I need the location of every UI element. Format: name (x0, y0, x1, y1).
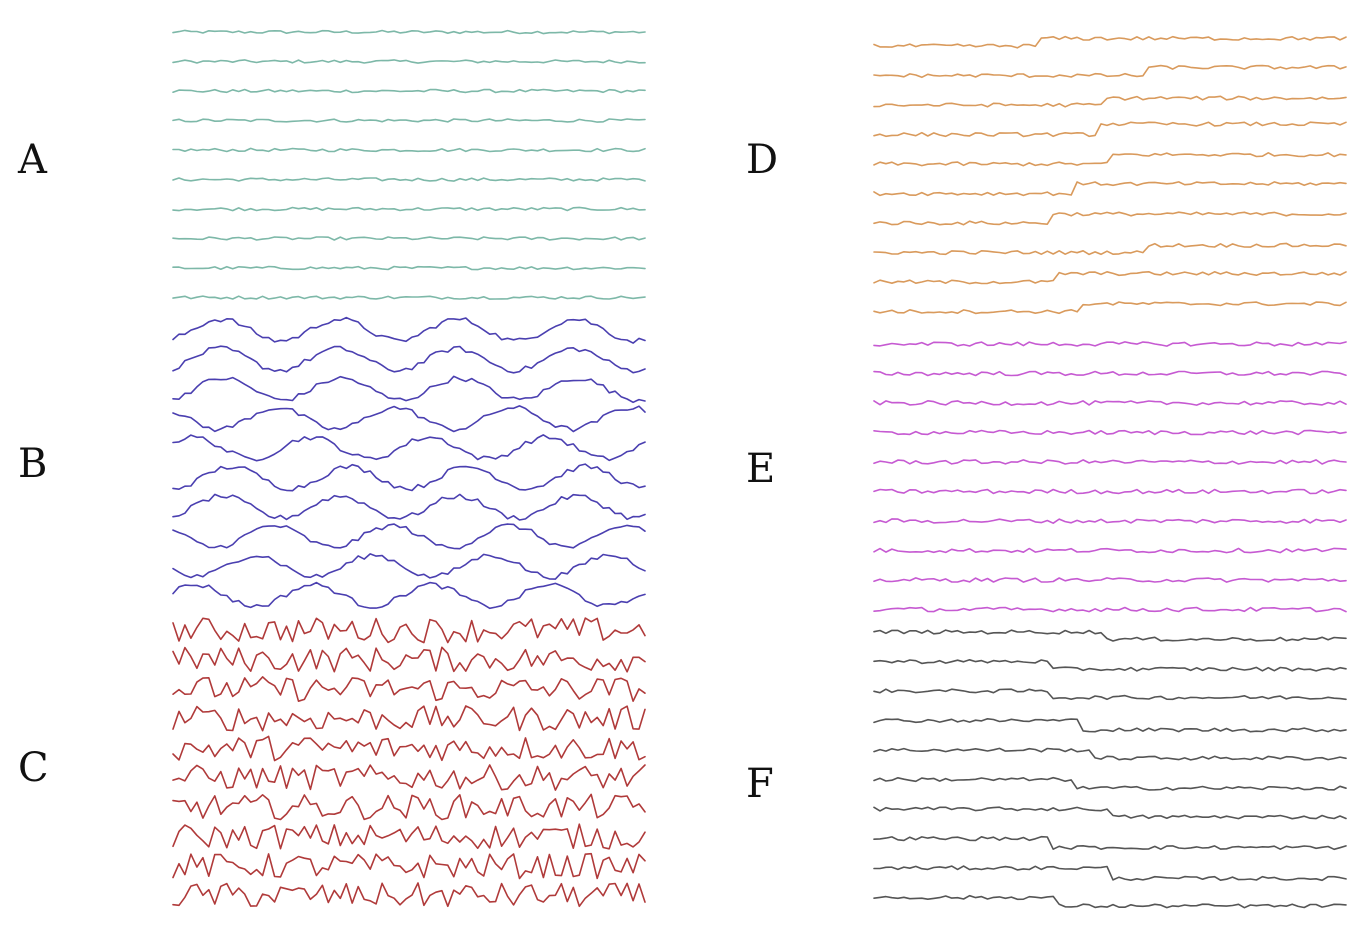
trace-a-5 (172, 147, 646, 153)
trace-c-7 (172, 793, 646, 821)
trace-f-9 (873, 865, 1347, 882)
trace-f-1 (873, 629, 1347, 642)
trace-a-3 (172, 88, 646, 94)
panel-label-e: E (746, 446, 775, 492)
trace-c-4 (172, 705, 646, 732)
trace-a-2 (172, 59, 646, 64)
trace-f-8 (873, 835, 1347, 851)
trace-e-7 (873, 518, 1347, 525)
panel-label-a: A (17, 137, 48, 183)
trace-a-7 (172, 206, 646, 212)
trace-b-4 (172, 405, 646, 433)
trace-b-10 (172, 581, 646, 610)
trace-d-4 (873, 121, 1347, 138)
trace-f-3 (873, 688, 1347, 701)
trace-e-3 (873, 399, 1347, 407)
trace-c-10 (172, 882, 646, 908)
trace-c-2 (172, 646, 646, 673)
trace-e-8 (873, 547, 1347, 554)
trace-f-10 (873, 894, 1347, 909)
trace-e-6 (873, 488, 1347, 495)
trace-c-1 (172, 617, 646, 644)
trace-f-7 (873, 806, 1347, 820)
trace-a-6 (172, 177, 646, 182)
trace-d-8 (873, 242, 1347, 256)
trace-e-1 (873, 341, 1347, 347)
trace-c-3 (172, 676, 646, 703)
trace-f-6 (873, 776, 1347, 791)
panel-label-d: D (746, 137, 778, 183)
trace-b-9 (172, 553, 646, 580)
trace-d-10 (873, 301, 1347, 315)
trace-d-7 (873, 211, 1347, 226)
trace-d-2 (873, 64, 1347, 79)
trace-e-4 (873, 429, 1347, 436)
trace-c-5 (172, 735, 646, 762)
trace-d-9 (873, 270, 1347, 285)
trace-b-8 (172, 523, 646, 550)
trace-b-6 (172, 463, 646, 492)
trace-c-6 (172, 764, 646, 791)
panel-label-c: C (18, 745, 49, 791)
trace-c-9 (172, 852, 646, 880)
panel-label-b: B (18, 441, 47, 487)
trace-b-7 (172, 493, 646, 521)
trace-e-9 (873, 577, 1347, 583)
trace-d-1 (873, 35, 1347, 49)
trace-a-9 (172, 265, 646, 271)
trace-b-1 (172, 316, 646, 344)
panel-label-f: F (746, 761, 774, 807)
trace-d-6 (873, 181, 1347, 197)
trace-b-2 (172, 345, 646, 374)
trace-f-4 (873, 717, 1347, 733)
trace-e-5 (873, 459, 1347, 465)
trace-b-5 (172, 434, 646, 462)
trace-f-5 (873, 747, 1347, 761)
trace-a-10 (172, 295, 646, 300)
trace-d-5 (873, 152, 1347, 167)
trace-c-8 (172, 823, 646, 850)
trace-f-2 (873, 658, 1347, 672)
trace-a-1 (172, 29, 646, 35)
trace-e-2 (873, 370, 1347, 377)
trace-a-8 (172, 236, 646, 241)
trace-b-3 (172, 375, 646, 404)
trace-d-3 (873, 95, 1347, 108)
trace-a-4 (172, 118, 646, 123)
traces-layer (172, 29, 1347, 909)
trace-e-10 (873, 606, 1347, 613)
